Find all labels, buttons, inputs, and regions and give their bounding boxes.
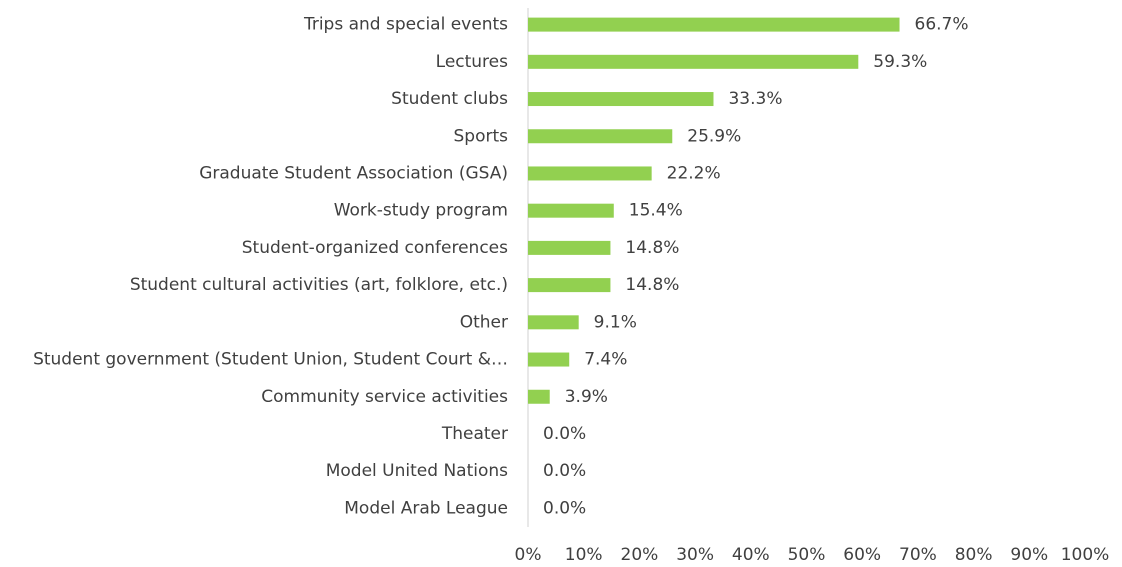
data-label: 66.7%: [915, 15, 969, 35]
data-label: 59.3%: [873, 52, 927, 72]
category-label: Graduate Student Association (GSA): [199, 163, 508, 183]
data-label: 7.4%: [584, 350, 627, 370]
data-label: 15.4%: [629, 201, 683, 221]
category-label: Theater: [441, 424, 508, 444]
category-label: Other: [460, 312, 508, 332]
bar: [528, 54, 859, 69]
bar: [528, 166, 652, 181]
x-tick-label: 90%: [1010, 545, 1048, 565]
x-tick-label: 10%: [565, 545, 603, 565]
bar: [528, 352, 570, 367]
bar: [528, 315, 579, 330]
category-label: Student cultural activities (art, folklo…: [130, 275, 508, 295]
data-label: 0.0%: [543, 461, 586, 481]
data-label: 14.8%: [625, 275, 679, 295]
data-label: 14.8%: [625, 238, 679, 258]
data-label: 22.2%: [667, 163, 721, 183]
category-label: Trips and special events: [303, 15, 508, 35]
x-tick-label: 60%: [843, 545, 881, 565]
category-label: Work-study program: [334, 201, 508, 221]
category-label: Sports: [454, 126, 509, 146]
data-label: 9.1%: [594, 312, 637, 332]
category-label: Community service activities: [261, 387, 508, 407]
bar: [528, 17, 900, 32]
category-label: Student government (Student Union, Stude…: [33, 350, 508, 370]
data-label: 25.9%: [687, 126, 741, 146]
x-tick-label: 40%: [732, 545, 770, 565]
bar: [528, 240, 611, 255]
data-label: 0.0%: [543, 498, 586, 518]
bar: [528, 278, 611, 293]
x-tick-label: 100%: [1061, 545, 1110, 565]
x-tick-label: 0%: [515, 545, 542, 565]
x-tick-label: 30%: [676, 545, 714, 565]
category-label: Model Arab League: [344, 498, 508, 518]
category-label: Lectures: [436, 52, 508, 72]
bar: [528, 203, 614, 218]
bar: [528, 129, 673, 144]
bar: [528, 92, 714, 107]
bar: [528, 389, 550, 404]
data-label: 33.3%: [728, 89, 782, 109]
category-label: Student-organized conferences: [242, 238, 508, 258]
category-label: Student clubs: [391, 89, 508, 109]
data-label: 3.9%: [565, 387, 608, 407]
x-tick-label: 80%: [955, 545, 993, 565]
x-tick-label: 70%: [899, 545, 937, 565]
category-label: Model United Nations: [326, 461, 508, 481]
x-tick-label: 50%: [788, 545, 826, 565]
x-tick-label: 20%: [621, 545, 659, 565]
data-label: 0.0%: [543, 424, 586, 444]
